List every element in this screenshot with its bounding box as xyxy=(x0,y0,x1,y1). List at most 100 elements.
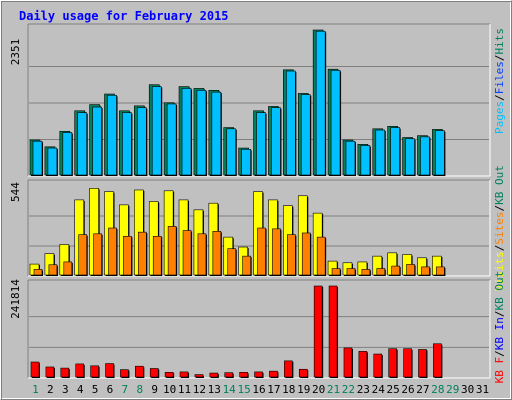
x-tick-label: 6 xyxy=(107,383,114,396)
legend-sep-1: / xyxy=(493,94,506,101)
bar-kb-f-day-28 xyxy=(433,343,442,378)
bar-sites-day-13 xyxy=(212,231,222,276)
bar-files-day-27 xyxy=(420,136,430,176)
bottom-panel xyxy=(27,279,491,379)
bar-sites-day-19 xyxy=(301,232,311,276)
bar-sites-day-9 xyxy=(152,235,162,276)
legend-visits: Visits xyxy=(493,251,506,291)
bar-kb-f-day-20 xyxy=(313,285,323,378)
bar-kb-f-day-9 xyxy=(149,368,159,378)
bar-kb-f-day-25 xyxy=(388,348,397,378)
bar-kb-f-day-14 xyxy=(224,372,234,378)
bar-sites-day-3 xyxy=(63,261,73,276)
legend-sites: Sites xyxy=(493,211,506,244)
bar-sites-day-11 xyxy=(182,230,192,276)
bar-kb-f-day-15 xyxy=(239,371,248,378)
legend-sep-3: / xyxy=(493,245,506,252)
legend-kbout: KB Out xyxy=(493,271,506,311)
bar-files-day-7 xyxy=(122,112,132,176)
middle-legend: Visits/Sites/KB Out xyxy=(493,165,506,291)
x-tick-label: 30 xyxy=(461,383,474,396)
bar-files-day-28 xyxy=(435,130,445,176)
bar-files-day-4 xyxy=(77,112,88,176)
x-tick-label: 10 xyxy=(163,383,176,396)
bar-kb-f-day-3 xyxy=(60,367,70,378)
bar-files-day-3 xyxy=(62,132,73,176)
x-tick-label: 31 xyxy=(476,383,489,396)
chart-title: Daily usage for February 2015 xyxy=(19,9,229,23)
x-axis-labels: 1 2 3 4 5 6 7 8 9 10 11 12 13 14 15 16 17 18 19 20 21 22 23 24 2… xyxy=(32,383,489,396)
x-tick-label: 15 xyxy=(237,383,250,396)
legend-sep-6: / xyxy=(493,310,506,317)
bar-files-day-14 xyxy=(226,128,237,176)
legend-pages: Pages xyxy=(493,101,506,134)
x-tick-label: 24 xyxy=(372,383,386,396)
x-tick-label: 22 xyxy=(342,383,355,396)
bar-files-day-12 xyxy=(196,90,207,176)
bar-files-day-26 xyxy=(405,138,415,176)
bar-files-day-9 xyxy=(151,86,162,176)
x-tick-label: 9 xyxy=(151,383,158,396)
bar-kb-f-day-8 xyxy=(135,365,144,378)
bar-kb-f-day-10 xyxy=(164,371,174,378)
bar-kb-f-day-13 xyxy=(209,372,219,378)
bar-sites-day-2 xyxy=(48,264,58,276)
bar-sites-day-1 xyxy=(33,269,43,276)
top-legend: Pages/Files/Hits xyxy=(493,28,506,134)
legend-kbf: KB F xyxy=(493,357,506,384)
top-ymax-label: 2351 xyxy=(9,39,22,66)
x-tick-label: 5 xyxy=(92,383,99,396)
x-tick-label: 4 xyxy=(77,383,84,396)
x-tick-label: 19 xyxy=(297,383,310,396)
bar-files-day-1 xyxy=(32,140,43,176)
x-tick-label: 16 xyxy=(252,383,265,396)
bar-files-day-23 xyxy=(360,145,371,176)
top-panel xyxy=(27,23,491,177)
bar-kb-f-day-1 xyxy=(30,361,40,378)
bar-files-day-16 xyxy=(256,112,266,176)
x-tick-label: 8 xyxy=(136,383,143,396)
legend-files: Files xyxy=(493,61,506,94)
bar-sites-day-23 xyxy=(361,269,371,276)
bottom-ymax-label: 241814 xyxy=(9,279,22,319)
bar-files-day-2 xyxy=(47,147,58,176)
legend-hits: Hits xyxy=(493,28,506,55)
x-tick-label: 21 xyxy=(327,383,340,396)
bar-kb-f-day-16 xyxy=(254,371,263,378)
bar-sites-day-26 xyxy=(406,264,415,276)
bar-sites-day-17 xyxy=(272,228,281,276)
bar-files-day-8 xyxy=(137,107,147,176)
bar-kb-f-day-2 xyxy=(45,366,55,378)
bar-files-day-11 xyxy=(181,88,192,176)
x-tick-label: 18 xyxy=(282,383,295,396)
legend-sep-4: / xyxy=(493,205,506,212)
middle-panel xyxy=(27,179,491,277)
bar-sites-day-14 xyxy=(227,248,237,276)
bar-files-day-24 xyxy=(375,129,386,176)
x-tick-label: 29 xyxy=(446,383,459,396)
bar-sites-day-27 xyxy=(421,266,430,276)
bar-files-day-6 xyxy=(107,94,117,176)
bar-sites-day-6 xyxy=(108,227,117,276)
bar-kb-f-day-18 xyxy=(284,360,293,378)
bar-sites-day-20 xyxy=(316,236,326,276)
bar-files-day-22 xyxy=(345,140,356,176)
bar-kb-f-day-17 xyxy=(269,370,278,378)
bar-sites-day-5 xyxy=(93,233,102,276)
bar-kb-f-day-12 xyxy=(194,374,204,378)
x-tick-label: 27 xyxy=(416,383,429,396)
x-tick-label: 3 xyxy=(62,383,69,396)
legend-kbout-mid: KB Out xyxy=(493,165,506,205)
x-tick-label: 7 xyxy=(122,383,129,396)
bar-kb-f-day-26 xyxy=(403,348,412,378)
x-tick-label: 28 xyxy=(431,383,444,396)
x-tick-label: 23 xyxy=(357,383,370,396)
x-tick-label: 14 xyxy=(223,383,237,396)
bar-sites-day-25 xyxy=(391,265,400,276)
bar-kb-f-day-24 xyxy=(373,353,383,378)
bar-files-day-21 xyxy=(330,70,341,176)
x-tick-label: 20 xyxy=(312,383,325,396)
bar-sites-day-16 xyxy=(257,227,266,276)
